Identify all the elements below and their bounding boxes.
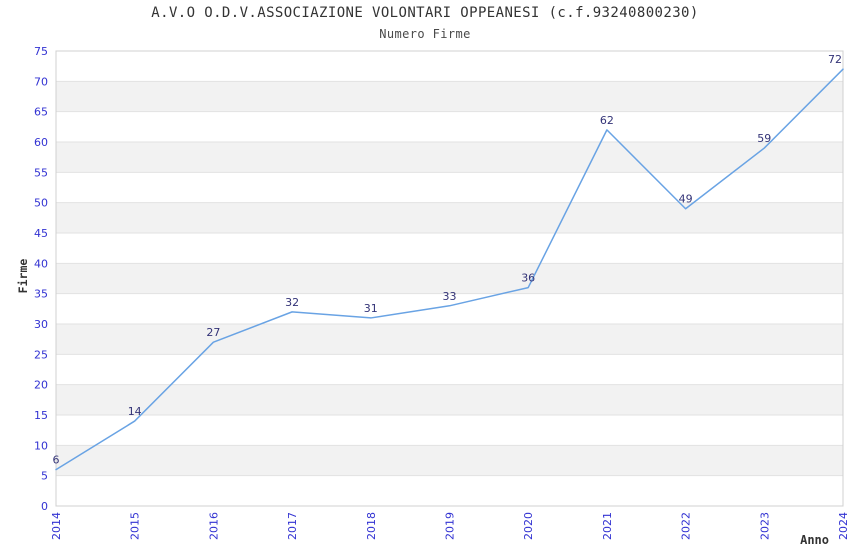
x-axis-title: Anno bbox=[800, 533, 829, 547]
grid-band bbox=[56, 445, 843, 476]
y-tick-label: 0 bbox=[41, 500, 48, 513]
data-label: 14 bbox=[128, 405, 142, 418]
data-label: 62 bbox=[600, 114, 614, 127]
y-tick-label: 15 bbox=[34, 409, 48, 422]
x-tick-label: 2015 bbox=[129, 512, 142, 540]
y-tick-label: 75 bbox=[34, 45, 48, 58]
data-label: 36 bbox=[521, 272, 535, 285]
data-label: 31 bbox=[364, 302, 378, 315]
x-tick-label: 2016 bbox=[207, 512, 220, 540]
y-tick-label: 5 bbox=[41, 470, 48, 483]
x-tick-label: 2021 bbox=[601, 512, 614, 540]
data-label: 59 bbox=[757, 132, 771, 145]
data-label: 72 bbox=[828, 53, 842, 66]
y-tick-label: 60 bbox=[34, 136, 48, 149]
grid-band bbox=[56, 384, 843, 415]
data-label: 33 bbox=[443, 290, 457, 303]
x-tick-label: 2018 bbox=[365, 512, 378, 540]
grid-band bbox=[56, 324, 843, 355]
x-tick-label: 2014 bbox=[50, 512, 63, 540]
y-tick-label: 50 bbox=[34, 197, 48, 210]
grid-band bbox=[56, 81, 843, 112]
y-tick-label: 65 bbox=[34, 106, 48, 119]
chart-title: A.V.O O.D.V.ASSOCIAZIONE VOLONTARI OPPEA… bbox=[151, 5, 699, 21]
x-tick-label: 2017 bbox=[286, 512, 299, 540]
chart-subtitle: Numero Firme bbox=[379, 27, 471, 41]
y-tick-label: 55 bbox=[34, 166, 48, 179]
x-tick-label: 2022 bbox=[680, 512, 693, 540]
grid-band bbox=[56, 142, 843, 173]
grid-band bbox=[56, 202, 843, 233]
x-tick-label: 2020 bbox=[522, 512, 535, 540]
data-label: 6 bbox=[53, 454, 60, 467]
data-label: 32 bbox=[285, 296, 299, 309]
y-tick-label: 10 bbox=[34, 439, 48, 452]
y-tick-label: 40 bbox=[34, 257, 48, 270]
x-tick-label: 2019 bbox=[444, 512, 457, 540]
y-axis-title: Firme bbox=[16, 258, 30, 294]
plot-border bbox=[55, 50, 844, 507]
y-tick-label: 25 bbox=[34, 348, 48, 361]
y-tick-label: 20 bbox=[34, 379, 48, 392]
y-tick-label: 45 bbox=[34, 227, 48, 240]
y-tick-label: 35 bbox=[34, 288, 48, 301]
y-tick-label: 30 bbox=[34, 318, 48, 331]
grid-band bbox=[56, 263, 843, 294]
series-line bbox=[55, 68, 844, 471]
data-label: 27 bbox=[206, 326, 220, 339]
x-tick-label: 2024 bbox=[837, 512, 850, 540]
data-label: 49 bbox=[679, 193, 693, 206]
y-tick-label: 70 bbox=[34, 75, 48, 88]
x-tick-label: 2023 bbox=[758, 512, 771, 540]
